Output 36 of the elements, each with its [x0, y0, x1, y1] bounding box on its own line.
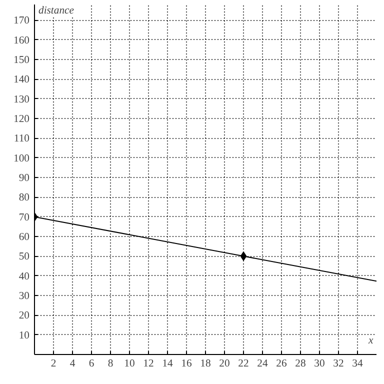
x-tick-label: 32 [333, 358, 344, 370]
y-tick-label: 70 [18, 212, 30, 224]
y-tick-label: 90 [18, 173, 30, 184]
y-tick-label: 10 [18, 330, 30, 342]
x-tick-label: 12 [143, 358, 154, 370]
y-tick-label: 110 [14, 134, 30, 145]
y-tick-label: 80 [18, 192, 30, 204]
y-tick-label: 170 [14, 16, 30, 27]
x-tick-label: 14 [162, 358, 174, 370]
x-tick-label: 22 [238, 358, 249, 370]
y-tick-label: 120 [14, 114, 30, 126]
x-tick-label: 4 [70, 358, 76, 370]
y-tick-label: 40 [18, 271, 30, 282]
x-tick-label: 6 [88, 358, 95, 370]
y-tick-label: 100 [14, 153, 30, 164]
x-tick-label: 26 [276, 358, 288, 370]
x-tick-label: 28 [295, 358, 306, 370]
y-axis-title: distance [38, 6, 74, 16]
x-axis-title: x [368, 336, 374, 346]
x-tick-label: 34 [352, 358, 364, 370]
y-tick-label: 30 [18, 291, 30, 302]
x-tick-label: 18 [200, 358, 211, 370]
y-tick-label: 160 [14, 35, 30, 46]
y-tick-label: 60 [18, 232, 30, 244]
x-tick-label: 8 [108, 358, 114, 370]
x-tick-label: 24 [257, 358, 268, 370]
y-tick-label: 140 [14, 74, 30, 86]
x-tick-label: 2 [50, 358, 56, 370]
x-tick-label: 16 [181, 358, 192, 370]
y-tick-label: 20 [18, 310, 30, 322]
y-tick-label: 150 [14, 55, 30, 66]
y-tick-label: 130 [14, 94, 30, 106]
x-tick-label: 10 [124, 358, 135, 370]
x-tick-label: 30 [314, 358, 325, 370]
x-tick-label: 20 [219, 358, 230, 370]
y-tick-label: 50 [18, 252, 30, 263]
